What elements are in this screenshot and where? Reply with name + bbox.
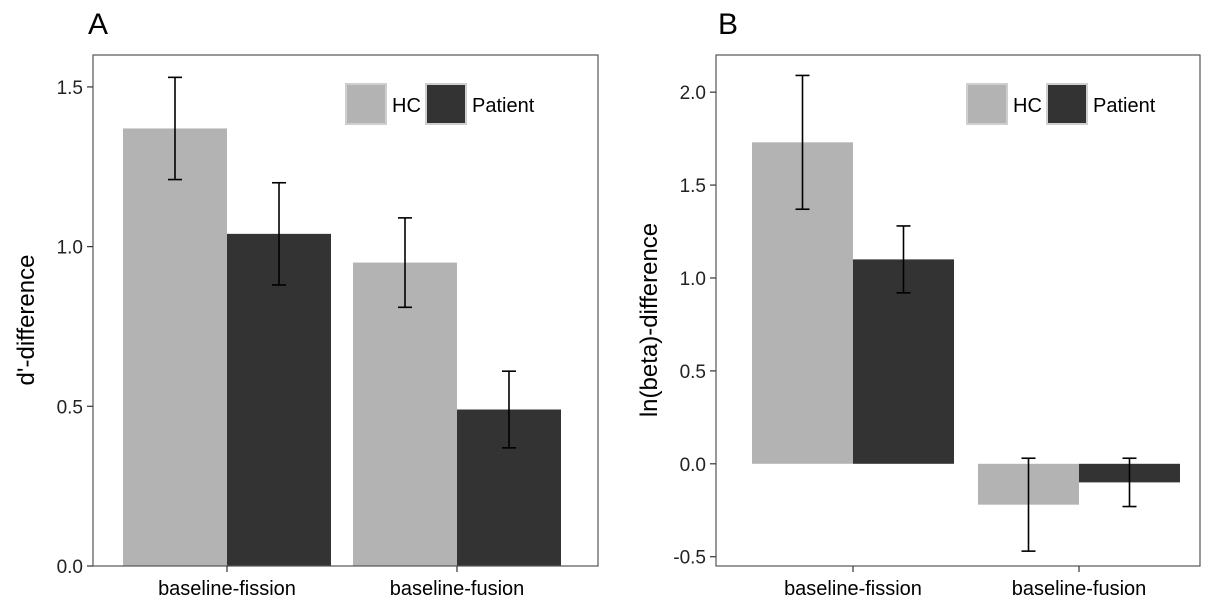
error-bar-hc-1-b [1021,457,1036,552]
error-bar-hc-0-b [795,74,810,211]
y-tick-label-a: 1.0 [57,238,83,259]
legend-swatch-patient-b [1046,83,1088,125]
y-axis-title-a: d'-difference [13,255,40,386]
y-tick-label-a: 0.5 [57,397,83,418]
legend-swatch-hc-b [966,83,1008,125]
legend-label-patient-a: Patient [472,95,535,117]
bar-hc-0-a [123,128,227,567]
error-bar-patient-1-b [1122,457,1137,508]
panel-letter-b: B [718,8,738,41]
y-axis-title-b: ln(beta)-difference [636,223,663,417]
plot-area-b: -0.5 0.0 0.5 1.0 1.5 2.0 baseline-fission basel… [673,54,1201,600]
x-tick-label-b: baseline-fusion [1012,578,1147,600]
error-bar-hc-1-a [398,217,412,309]
legend-swatch-hc-a [345,83,387,125]
legend-label-hc-b: HC [1013,95,1042,117]
y-tick-label-b: 1.5 [680,176,706,197]
error-bar-hc-0-a [168,76,182,181]
x-tick-label-a: baseline-fusion [390,578,525,600]
y-tick-label-a: 1.5 [57,78,83,99]
y-tick-label-b: 0.5 [680,362,706,383]
legend-swatch-patient-a [425,83,467,125]
plot-area-a: 0.0 0.5 1.0 1.5 baseline-fission baseline-fus… [57,54,599,600]
x-tick-label-b: baseline-fission [784,578,922,600]
plot-frame-b [715,54,1201,567]
legend-a: HC Patient [345,83,535,125]
legend-label-patient-b: Patient [1093,95,1156,117]
y-tick-label-b: 1.0 [680,269,706,290]
error-bar-patient-1-a [502,370,516,449]
panel-letter-a: A [88,8,108,41]
bar-patient-0-a [227,233,331,566]
error-bar-patient-0-b [896,225,911,294]
y-tick-label-a: 0.0 [57,557,83,578]
y-tick-label-b: 0.0 [680,455,706,476]
x-tick-label-a: baseline-fission [158,578,296,600]
legend-b: HC Patient [966,83,1156,125]
y-tick-label-b: -0.5 [673,548,706,569]
bar-hc-1-a [353,262,457,566]
panel-a: A d'-difference 0.0 0.5 1.0 1.5 baseline-fis… [13,8,599,600]
error-bar-patient-0-a [272,181,286,286]
y-tick-label-b: 2.0 [680,83,706,104]
legend-label-hc-a: HC [392,95,421,117]
panel-b: B ln(beta)-difference -0.5 0.0 0.5 1.0 1.5 2.… [636,8,1201,600]
plot-frame-a [92,54,599,567]
